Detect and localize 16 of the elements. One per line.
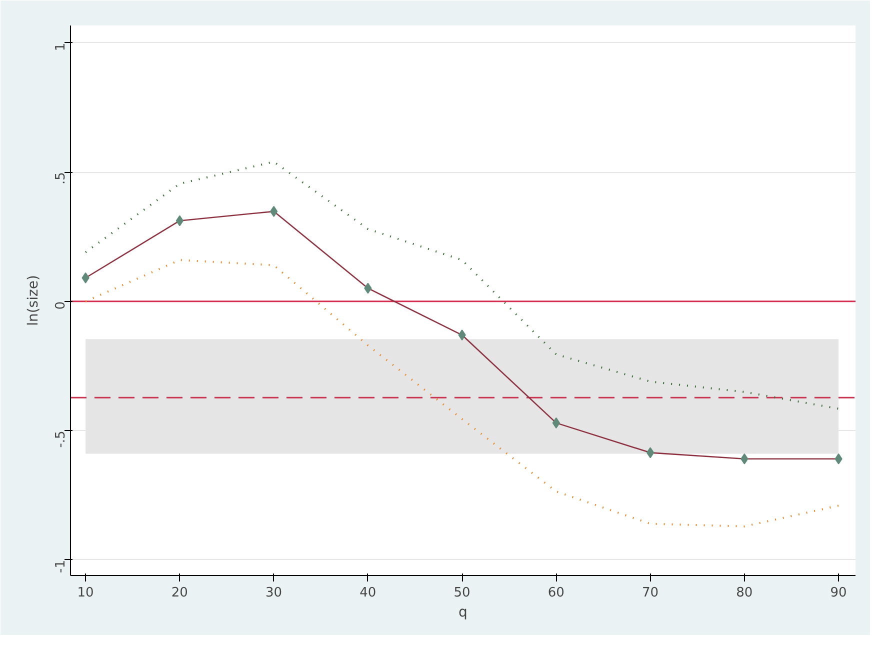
x-axis-title: q: [458, 604, 468, 620]
x-tick-label: 20: [171, 586, 188, 600]
x-tick-label: 80: [736, 586, 753, 600]
x-tick-label: 60: [548, 586, 564, 600]
x-tick-label: 70: [642, 586, 659, 600]
x-tick-label: 40: [360, 586, 376, 600]
x-tick-label: 10: [77, 586, 94, 600]
y-tick-label: -1: [54, 560, 68, 573]
y-tick-label: -.5: [54, 430, 68, 448]
x-tick-label: 90: [830, 586, 847, 600]
y-axis-title: ln(size): [26, 275, 42, 326]
y-tick-label: 1: [54, 42, 68, 52]
x-tick-label: 50: [454, 586, 470, 600]
x-tick-label: 30: [266, 586, 282, 600]
y-tick-label: .5: [54, 172, 68, 185]
y-tick-label: 0: [54, 301, 68, 310]
